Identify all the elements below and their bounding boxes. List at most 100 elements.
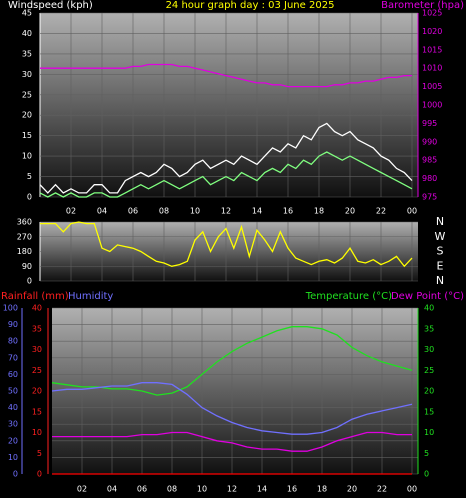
- rain-axis-label: Rainfall (mm): [1, 291, 69, 302]
- chart-title: 24 hour graph day : 03 June 2025: [166, 0, 335, 11]
- tick-label: 35: [32, 324, 42, 333]
- tick-label: 25: [22, 90, 32, 99]
- tick-label: 30: [424, 345, 434, 354]
- tick-label: S: [437, 245, 444, 258]
- x-tick-label: 04: [97, 207, 107, 216]
- tick-label: 10: [8, 453, 18, 462]
- tick-label: 35: [424, 324, 434, 333]
- x-tick-label: 00: [407, 485, 417, 494]
- tick-label: 100: [3, 304, 18, 313]
- tick-label: 10: [22, 152, 32, 161]
- series-line: [40, 221, 413, 268]
- x-tick-label: 18: [317, 485, 327, 494]
- x-tick-label: 22: [377, 485, 387, 494]
- tick-label: 180: [17, 247, 32, 256]
- tick-label: 20: [22, 111, 32, 120]
- tick-label: 990: [422, 137, 437, 146]
- tick-label: 25: [32, 366, 42, 375]
- tick-label: 0: [27, 277, 32, 286]
- x-tick-label: 10: [190, 207, 200, 216]
- tick-label: 70: [8, 353, 18, 362]
- x-tick-label: 16: [287, 485, 297, 494]
- tick-label: 5: [27, 172, 32, 181]
- tick-label: 1025: [422, 9, 442, 18]
- legend-dewpoint: Dew Point (°C): [391, 291, 464, 302]
- series-line: [40, 63, 412, 88]
- x-tick-label: 18: [314, 207, 324, 216]
- tick-label: 60: [8, 370, 18, 379]
- tick-label: 20: [8, 436, 18, 445]
- tick-label: E: [437, 259, 444, 272]
- series-line: [39, 122, 413, 194]
- y-axis-label: Windspeed (kph): [8, 0, 93, 11]
- x-tick-label: 00: [407, 207, 417, 216]
- tick-label: 975: [422, 193, 437, 202]
- tick-label: 1005: [422, 82, 442, 91]
- x-tick-label: 20: [345, 207, 355, 216]
- series-line: [51, 382, 413, 435]
- x-tick-label: 02: [77, 485, 87, 494]
- x-tick-label: 06: [128, 207, 138, 216]
- x-tick-label: 14: [252, 207, 262, 216]
- tick-label: N: [436, 215, 444, 228]
- tick-label: 0: [424, 470, 429, 479]
- tick-label: 30: [22, 70, 32, 79]
- y2-axis-label: Barometer (hpa): [381, 0, 464, 11]
- tick-label: 25: [424, 366, 434, 375]
- tick-label: 15: [22, 131, 32, 140]
- tick-label: 20: [424, 387, 434, 396]
- x-tick-label: 12: [227, 485, 237, 494]
- x-tick-label: 12: [221, 207, 231, 216]
- tick-label: 5: [37, 449, 42, 458]
- tick-label: 30: [32, 345, 42, 354]
- series-line: [52, 431, 412, 452]
- tick-label: 35: [22, 49, 32, 58]
- tick-label: 40: [32, 304, 42, 313]
- tick-label: 1015: [422, 45, 442, 54]
- x-tick-label: 08: [159, 207, 169, 216]
- x-tick-label: 20: [347, 485, 357, 494]
- tick-label: 1020: [422, 27, 442, 36]
- x-tick-label: 16: [283, 207, 293, 216]
- tick-label: 10: [32, 428, 42, 437]
- tick-label: 40: [22, 29, 32, 38]
- tick-label: 5: [424, 449, 429, 458]
- tick-label: 30: [8, 420, 18, 429]
- tick-label: 40: [424, 304, 434, 313]
- tick-label: 15: [424, 407, 434, 416]
- humidity-axis-label: Humidity: [68, 291, 113, 302]
- legend-temperature: Temperature (°C): [305, 291, 392, 302]
- x-tick-label: 22: [376, 207, 386, 216]
- x-tick-label: 06: [137, 485, 147, 494]
- x-tick-label: 02: [66, 207, 76, 216]
- tick-label: 360: [17, 218, 32, 227]
- tick-label: 1010: [422, 64, 442, 73]
- tick-label: 90: [8, 320, 18, 329]
- tick-label: 80: [8, 337, 18, 346]
- tick-label: 45: [22, 9, 32, 18]
- tick-label: 40: [8, 403, 18, 412]
- tick-label: 980: [422, 174, 437, 183]
- x-tick-label: 04: [107, 485, 117, 494]
- series-line: [39, 151, 413, 198]
- tick-label: 50: [8, 387, 18, 396]
- tick-label: 270: [17, 232, 32, 241]
- tick-label: 995: [422, 119, 437, 128]
- series-line: [51, 326, 413, 396]
- x-tick-label: 10: [197, 485, 207, 494]
- tick-label: 90: [22, 262, 32, 271]
- tick-label: 15: [32, 407, 42, 416]
- tick-label: 0: [13, 470, 18, 479]
- tick-label: W: [435, 230, 446, 243]
- tick-label: 10: [424, 428, 434, 437]
- tick-label: 985: [422, 156, 437, 165]
- tick-label: N: [436, 274, 444, 287]
- x-tick-label: 08: [167, 485, 177, 494]
- plot-background: [40, 13, 418, 197]
- tick-label: 0: [27, 193, 32, 202]
- tick-label: 0: [37, 470, 42, 479]
- tick-label: 20: [32, 387, 42, 396]
- x-tick-label: 14: [257, 485, 267, 494]
- tick-label: 1000: [422, 101, 442, 110]
